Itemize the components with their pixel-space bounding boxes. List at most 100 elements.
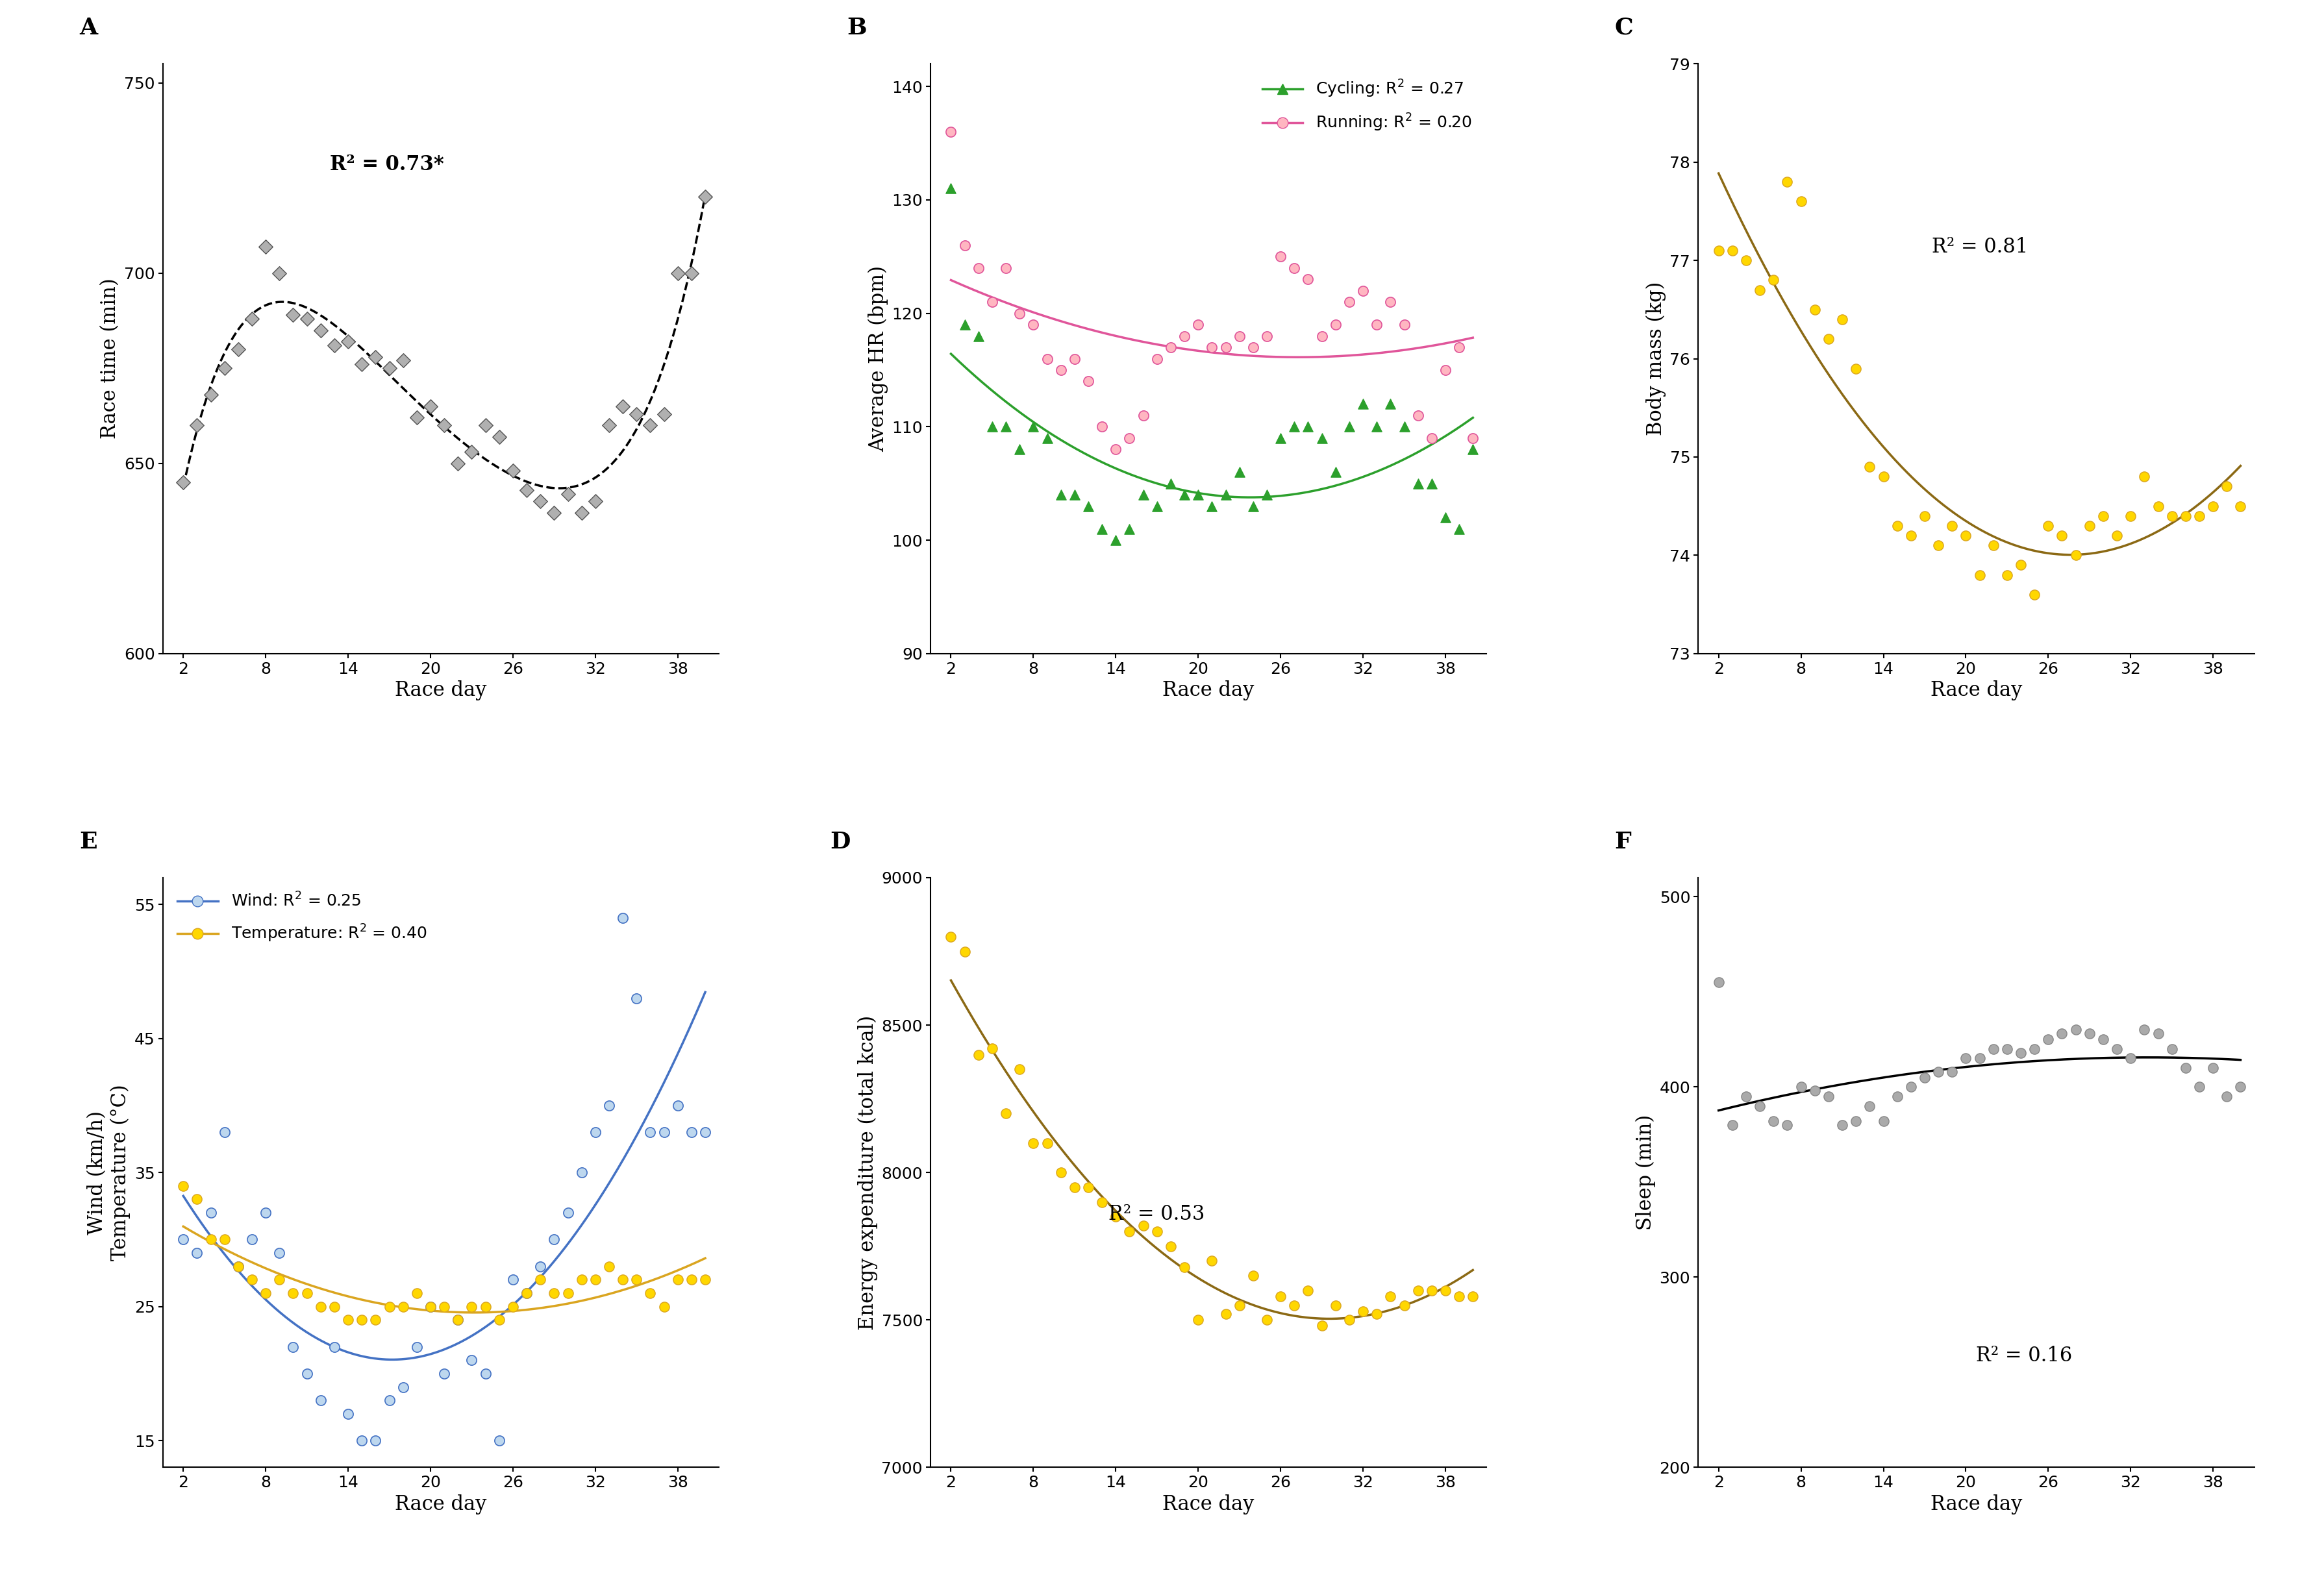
- Point: [1069, 368, 1106, 394]
- Point: [618, 1266, 655, 1292]
- Point: [302, 1294, 339, 1319]
- Point: [372, 1388, 409, 1413]
- Point: [358, 1308, 395, 1333]
- Point: [1864, 1109, 1901, 1134]
- Point: [632, 413, 669, 439]
- Point: [260, 1266, 297, 1292]
- Point: [2222, 1073, 2259, 1099]
- Point: [383, 348, 421, 373]
- Point: [1441, 517, 1478, 542]
- Point: [1371, 289, 1408, 314]
- Point: [1357, 313, 1394, 338]
- Point: [946, 938, 983, 963]
- Point: [2194, 493, 2231, 518]
- Point: [946, 233, 983, 258]
- Point: [1906, 502, 1943, 528]
- Point: [1083, 415, 1120, 440]
- Point: [221, 1254, 258, 1279]
- Point: [467, 413, 504, 439]
- Point: [2166, 502, 2203, 528]
- Point: [523, 488, 560, 514]
- Point: [1276, 415, 1313, 440]
- Point: [1111, 517, 1148, 542]
- Point: [988, 1101, 1025, 1126]
- Point: [1304, 324, 1341, 349]
- Point: [1097, 1204, 1134, 1230]
- Point: [1125, 1212, 1162, 1238]
- Point: [179, 1187, 216, 1212]
- Point: [358, 345, 395, 370]
- Point: [1948, 523, 1985, 549]
- Point: [1248, 1308, 1285, 1333]
- Point: [1727, 247, 1764, 273]
- Point: [1701, 238, 1738, 263]
- Point: [2057, 1018, 2094, 1043]
- Point: [1206, 482, 1243, 507]
- Point: [1304, 426, 1341, 451]
- Point: [2180, 502, 2217, 528]
- Point: [1097, 528, 1134, 553]
- Point: [232, 306, 270, 332]
- Point: [1810, 327, 1848, 352]
- Point: [932, 120, 969, 145]
- Point: [1413, 1278, 1450, 1303]
- Point: [1427, 504, 1464, 530]
- Point: [974, 1035, 1011, 1061]
- Point: [946, 313, 983, 338]
- Point: [1069, 493, 1106, 518]
- X-axis label: Race day: Race day: [1931, 1495, 2022, 1514]
- Point: [260, 1241, 297, 1266]
- Point: [1002, 1056, 1039, 1081]
- Point: [1181, 482, 1218, 507]
- Point: [302, 1388, 339, 1413]
- Point: [1083, 517, 1120, 542]
- Point: [1220, 459, 1257, 485]
- Point: [1427, 1278, 1464, 1303]
- Point: [453, 1294, 490, 1319]
- Point: [590, 1254, 627, 1279]
- Point: [1343, 278, 1380, 303]
- Y-axis label: Race time (min): Race time (min): [100, 278, 121, 439]
- Point: [1878, 514, 1915, 539]
- Point: [2057, 542, 2094, 568]
- Point: [660, 1266, 697, 1292]
- Point: [1961, 1046, 1999, 1072]
- Point: [193, 1227, 230, 1252]
- Point: [383, 1375, 421, 1400]
- Point: [988, 255, 1025, 281]
- Point: [1783, 188, 1820, 214]
- Point: [1002, 437, 1039, 463]
- Point: [1030, 1131, 1067, 1156]
- Point: [179, 1241, 216, 1266]
- Point: [1206, 1302, 1243, 1327]
- Text: C: C: [1615, 18, 1634, 38]
- Point: [2113, 502, 2150, 528]
- Point: [562, 499, 600, 525]
- Point: [1989, 561, 2027, 587]
- Point: [2180, 1073, 2217, 1099]
- Point: [960, 324, 997, 349]
- Point: [1852, 455, 1889, 480]
- Point: [988, 415, 1025, 440]
- Point: [548, 482, 586, 507]
- Point: [1920, 533, 1957, 558]
- Text: F: F: [1615, 831, 1631, 853]
- Point: [2126, 1018, 2164, 1043]
- Point: [1864, 464, 1901, 490]
- Point: [1030, 426, 1067, 451]
- Point: [316, 1333, 353, 1359]
- X-axis label: Race day: Race day: [1931, 681, 2022, 700]
- Point: [1290, 1278, 1327, 1303]
- Point: [1838, 356, 1875, 381]
- Point: [165, 1227, 202, 1252]
- Point: [509, 1281, 546, 1306]
- Point: [2140, 1021, 2178, 1046]
- Point: [1248, 324, 1285, 349]
- Point: [1357, 1302, 1394, 1327]
- Point: [1069, 1174, 1106, 1199]
- Point: [1810, 1083, 1848, 1109]
- Point: [1248, 482, 1285, 507]
- Point: [495, 1294, 532, 1319]
- Point: [1192, 1249, 1229, 1274]
- Point: [1055, 482, 1092, 507]
